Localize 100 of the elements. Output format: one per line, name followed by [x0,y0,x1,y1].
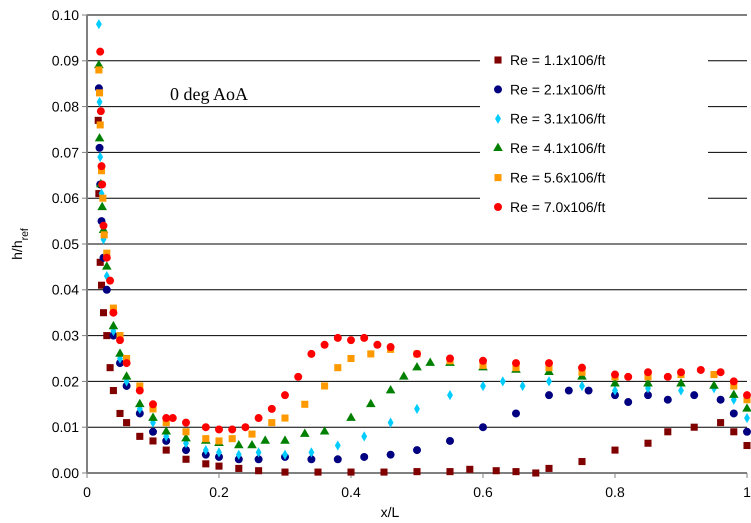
point [182,456,190,463]
point [116,336,124,344]
point [162,446,170,454]
point [346,412,356,421]
point [373,340,382,349]
point [307,350,316,358]
point [347,336,355,344]
point [564,386,573,395]
y-tick-label: 0.03 [52,328,80,344]
point [96,144,104,152]
point [215,462,223,470]
point [307,455,316,464]
point [512,359,520,368]
point [696,366,705,374]
point [301,400,308,408]
y-tick-label: 0.06 [52,190,80,206]
point [690,391,698,400]
point [425,358,436,366]
point [98,162,106,170]
point [446,354,454,362]
point [234,440,244,448]
point [644,368,652,376]
point [202,423,210,432]
point [730,409,738,418]
point [664,372,672,381]
point [512,468,520,476]
y-tick-label: 0.09 [52,52,80,69]
point [241,423,250,432]
point [492,467,500,474]
point [247,440,257,448]
point [728,390,739,398]
point [584,386,593,395]
point [742,403,751,412]
x-tick-label: 0.4 [341,484,361,500]
point [136,432,144,440]
y-tick-label: 0.10 [52,6,80,23]
point [386,343,395,352]
point [268,404,276,413]
legend-label: Re = 7.0x106/ft [510,198,606,215]
point [624,372,632,381]
x-tick-label: 1 [743,484,751,500]
point [479,423,487,432]
point [380,468,388,476]
point [215,426,223,434]
point [100,222,108,230]
point [360,452,368,461]
point [96,121,104,128]
point [136,386,144,395]
point [644,391,652,400]
point [730,377,738,386]
point [466,466,474,473]
point [228,435,236,442]
point [102,254,111,262]
point [122,359,131,368]
x-tick-label: 0.8 [605,484,625,500]
point [116,410,124,417]
point [644,440,652,447]
x-tick-label: 0.2 [209,484,229,500]
point [710,370,718,378]
y-tick-label: 0.04 [52,282,80,298]
legend-label: Re = 2.1x106/ft [510,81,606,98]
point [300,428,310,437]
point [255,467,262,474]
point [228,426,236,434]
point [235,464,242,472]
legend-label: Re = 5.6x106/ft [510,170,606,186]
point [545,359,553,368]
point [664,428,672,436]
point [182,446,190,454]
point [347,468,355,476]
point [334,334,342,342]
point [360,334,368,342]
point [95,66,102,74]
point [334,364,342,372]
y-tick-label: 0.02 [52,373,80,390]
point [545,464,553,472]
point [123,419,130,426]
point [386,385,396,394]
point [413,468,421,476]
point [532,469,540,477]
point [578,364,586,372]
point [148,412,158,421]
point [677,368,685,376]
y-tick-label: 0.05 [52,236,80,252]
annotation: 0 deg AoA [170,84,248,104]
point [386,450,395,459]
point [743,428,751,436]
point [367,350,374,358]
point [347,354,355,362]
point [96,107,105,116]
point [320,340,329,349]
point [248,430,256,438]
point [149,437,157,444]
point [366,398,376,408]
point [294,372,302,381]
point [106,276,114,285]
point [280,435,290,444]
point [161,426,172,435]
point [446,436,454,445]
point [115,348,125,357]
